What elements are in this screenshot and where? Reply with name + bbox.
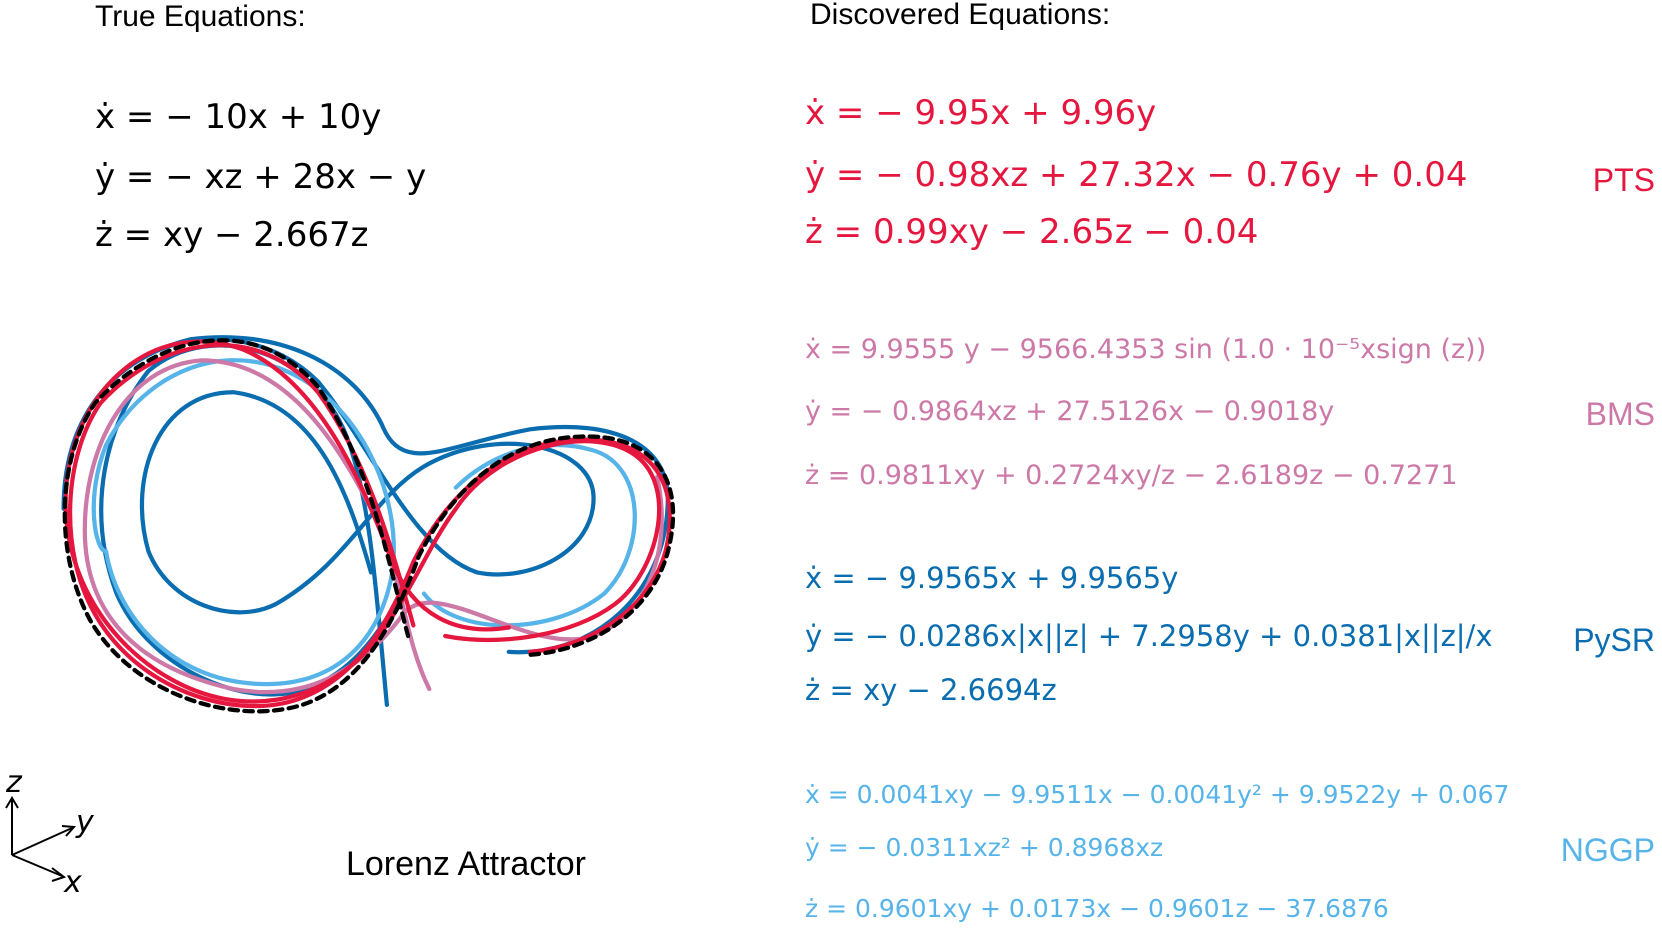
discovered-equation: ẋ = 0.0041xy − 9.9511x − 0.0041y² + 9.95… xyxy=(805,780,1509,809)
discovered-equation: ẏ = − 0.0311xz² + 0.8968xz xyxy=(805,833,1163,862)
discovered-equation: ẏ = − 0.9864xz + 27.5126x − 0.9018y xyxy=(805,396,1334,427)
true-title: True Equations: xyxy=(95,0,306,33)
discovered-equation: ẋ = − 9.9565x + 9.9565y xyxy=(805,561,1178,595)
true-equation: ż = xy − 2.667z xyxy=(95,215,368,255)
discovered-equation: ẏ = − 0.0286x|x||z| + 7.2958y + 0.0381|x… xyxy=(805,619,1493,653)
discovered-equation: ż = xy − 2.6694z xyxy=(805,673,1057,707)
x-axis xyxy=(11,854,63,877)
true-equation: ẏ = − xz + 28x − y xyxy=(95,157,426,197)
axis-label: y xyxy=(75,805,95,840)
y-axis xyxy=(11,827,73,856)
discovered-title: Discovered Equations: xyxy=(810,0,1110,31)
axis-label: x xyxy=(63,865,82,900)
axis-label: z xyxy=(5,765,23,800)
discovered-equation: ż = 0.99xy − 2.65z − 0.04 xyxy=(805,212,1258,252)
arrow xyxy=(61,825,77,837)
arrow xyxy=(51,867,67,882)
method-label: PySR xyxy=(1573,622,1655,658)
attractor-plot xyxy=(61,335,676,714)
method-label: NGGP xyxy=(1561,832,1655,868)
discovered-equation: ż = 0.9811xy + 0.2724xy/z − 2.6189z − 0.… xyxy=(805,460,1458,491)
true-equation: ẋ = − 10x + 10y xyxy=(95,97,381,137)
arrow xyxy=(5,796,19,809)
caption: Lorenz Attractor xyxy=(346,845,586,883)
discovered-equation: ẋ = − 9.95x + 9.96y xyxy=(805,93,1156,133)
method-label: PTS xyxy=(1593,162,1655,198)
method-label: BMS xyxy=(1586,396,1655,432)
discovered-equation: ż = 0.9601xy + 0.0173x − 0.9601z − 37.68… xyxy=(805,894,1389,923)
discovered-equation: ẋ = 9.9555 y − 9566.4353 sin (1.0 · 10⁻⁵… xyxy=(805,334,1486,365)
discovered-equation: ẏ = − 0.98xz + 27.32x − 0.76y + 0.04 xyxy=(805,155,1468,195)
axes-icon xyxy=(5,796,77,882)
